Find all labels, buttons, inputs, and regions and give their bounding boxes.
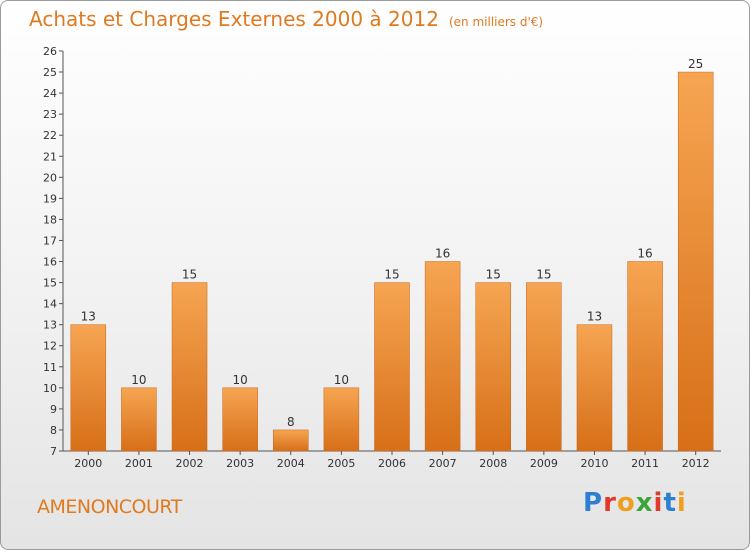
y-tick-label: 20 (43, 171, 57, 184)
bar-value-label: 10 (233, 373, 248, 387)
x-tick-label: 2012 (682, 457, 710, 470)
chart-title-text: Achats et Charges Externes 2000 à 2012 (29, 7, 439, 31)
bar-value-label: 8 (287, 415, 295, 429)
y-tick-label: 24 (43, 87, 57, 100)
bar (222, 387, 258, 452)
y-tick-label: 8 (50, 424, 57, 437)
y-tick-label: 10 (43, 382, 57, 395)
bar (475, 282, 511, 452)
bar (677, 71, 714, 452)
bar (70, 324, 107, 452)
bar-value-label: 16 (435, 247, 450, 261)
bar-value-label: 13 (81, 310, 96, 324)
x-tick-label: 2010 (580, 457, 608, 470)
bar-value-label: 15 (536, 268, 551, 282)
commune-name: AMENONCOURT (37, 496, 182, 518)
x-tick-label: 2005 (327, 457, 355, 470)
x-tick-label: 2002 (176, 457, 204, 470)
y-tick-label: 7 (50, 445, 57, 458)
bar-value-label: 10 (131, 373, 146, 387)
y-tick-label: 25 (43, 66, 57, 79)
chart-title: Achats et Charges Externes 2000 à 2012 (e… (29, 7, 543, 31)
bar (627, 261, 663, 452)
bar (526, 282, 562, 452)
y-tick-label: 13 (43, 319, 57, 332)
bar-value-label: 15 (384, 268, 399, 282)
y-tick-label: 23 (43, 108, 57, 121)
bar-value-label: 13 (587, 310, 602, 324)
bar (121, 387, 157, 452)
y-tick-label: 17 (43, 234, 57, 247)
bar-value-label: 15 (182, 268, 197, 282)
y-tick-label: 11 (43, 361, 57, 374)
y-tick-label: 19 (43, 192, 57, 205)
x-tick-label: 2000 (74, 457, 102, 470)
bar (323, 387, 360, 452)
y-tick-label: 12 (43, 340, 57, 353)
bar-value-label: 10 (334, 373, 349, 387)
y-tick-label: 22 (43, 129, 57, 142)
y-tick-label: 21 (43, 150, 57, 163)
bar-value-label: 15 (486, 268, 501, 282)
x-tick-label: 2004 (277, 457, 305, 470)
x-tick-label: 2006 (378, 457, 406, 470)
bar (374, 282, 410, 452)
x-tick-label: 2003 (226, 457, 254, 470)
proxiti-logo: Proxiti (583, 488, 687, 518)
x-tick-label: 2001 (125, 457, 153, 470)
bar-value-label: 16 (637, 247, 652, 261)
bar-value-label: 25 (688, 57, 703, 71)
bar (576, 324, 613, 452)
x-tick-label: 2011 (631, 457, 659, 470)
y-tick-label: 9 (50, 403, 57, 416)
chart-unit: (en milliers d'€) (448, 15, 544, 29)
y-tick-label: 18 (43, 213, 57, 226)
bar (424, 261, 461, 452)
y-tick-label: 15 (43, 277, 57, 290)
bar (171, 282, 208, 452)
y-tick-label: 26 (43, 45, 57, 58)
y-tick-label: 14 (43, 298, 57, 311)
x-tick-label: 2007 (429, 457, 457, 470)
x-tick-label: 2009 (530, 457, 558, 470)
bar (273, 429, 309, 452)
x-tick-label: 2008 (479, 457, 507, 470)
y-tick-label: 16 (43, 256, 57, 269)
